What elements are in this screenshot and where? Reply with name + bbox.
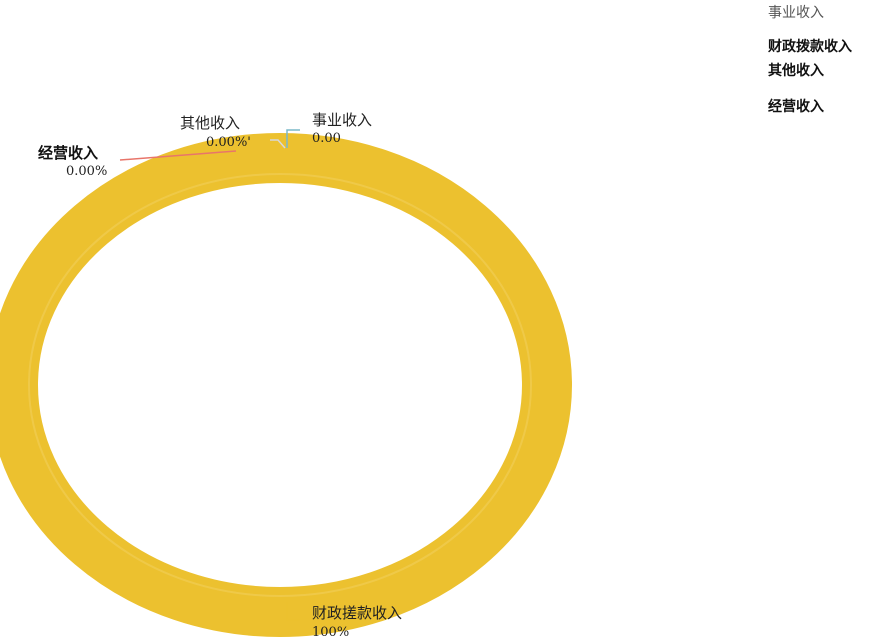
label-qita-name: 其他收入 [180, 114, 240, 132]
label-caizheng-value: 100% [312, 625, 349, 640]
leader-line-caizheng [286, 602, 300, 621]
slice-caizheng-bokuan[interactable] [0, 133, 572, 637]
label-jingying-value: 0.00% [66, 164, 107, 179]
ring-inner-highlight [28, 173, 532, 597]
legend-item-qita[interactable]: 其他收入 [768, 63, 824, 79]
label-caizheng-name: 财政搓款收入 [312, 604, 402, 622]
legend-item-jingying[interactable]: 经营收入 [768, 99, 824, 115]
leader-line-qita [270, 139, 286, 149]
legend-item-shiye[interactable]: 事业收入 [768, 5, 824, 21]
leader-line-shiye [286, 129, 300, 148]
leader-line-jingying [119, 150, 237, 161]
label-shiye-name: 事业收入 [312, 111, 372, 129]
legend-item-caizheng[interactable]: 财政拨款收入 [768, 39, 852, 55]
label-shiye-value: 0.00 [312, 131, 341, 146]
label-jingying-name: 经营收入 [38, 144, 98, 162]
label-qita-value: 0.00%' [206, 135, 251, 150]
